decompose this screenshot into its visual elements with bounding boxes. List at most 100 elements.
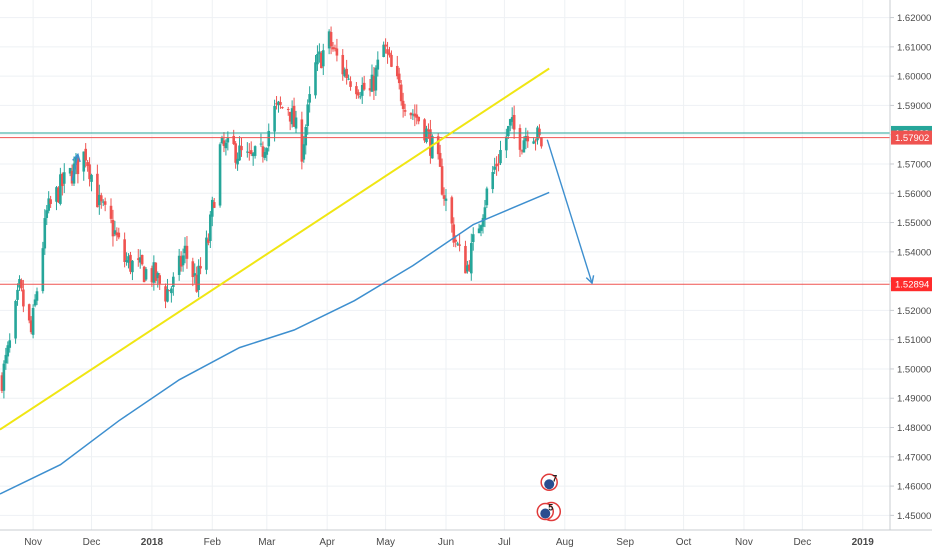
candle[interactable] <box>90 173 93 192</box>
candle[interactable] <box>510 107 514 129</box>
candle[interactable] <box>150 265 154 287</box>
candle[interactable] <box>477 223 481 234</box>
candle[interactable] <box>43 209 47 255</box>
candle[interactable] <box>181 248 185 272</box>
candle[interactable] <box>386 41 389 64</box>
candle[interactable] <box>170 286 173 303</box>
candle[interactable] <box>261 141 265 163</box>
candle[interactable] <box>275 95 278 110</box>
candle[interactable] <box>360 77 364 104</box>
candle[interactable] <box>345 59 348 85</box>
trend-line[interactable] <box>0 67 550 431</box>
candle[interactable] <box>495 156 498 176</box>
candle[interactable] <box>234 141 237 169</box>
candle[interactable] <box>247 143 251 161</box>
candle[interactable] <box>70 164 74 186</box>
candle[interactable] <box>103 197 107 212</box>
candle[interactable] <box>191 257 195 287</box>
candle[interactable] <box>538 124 541 139</box>
candle[interactable] <box>483 199 487 228</box>
candle[interactable] <box>321 43 325 76</box>
candle[interactable] <box>427 123 430 139</box>
price-level-badge[interactable] <box>891 277 932 292</box>
candle[interactable] <box>164 283 167 309</box>
candle[interactable] <box>372 67 376 100</box>
candle[interactable] <box>22 279 25 313</box>
candle[interactable] <box>429 119 432 164</box>
candle[interactable] <box>127 253 130 269</box>
candle[interactable] <box>374 65 378 96</box>
candle[interactable] <box>333 44 337 52</box>
candle[interactable] <box>240 137 243 157</box>
candle[interactable] <box>388 46 391 58</box>
candlestick-series[interactable] <box>0 26 543 399</box>
candle[interactable] <box>286 106 290 116</box>
candle[interactable] <box>0 372 4 394</box>
candle[interactable] <box>456 241 459 246</box>
candle[interactable] <box>16 283 19 306</box>
candle[interactable] <box>224 139 228 156</box>
candle[interactable] <box>209 211 212 248</box>
candle[interactable] <box>304 124 308 155</box>
candle[interactable] <box>273 99 276 142</box>
candle[interactable] <box>197 259 200 298</box>
candle[interactable] <box>144 267 148 281</box>
candle[interactable] <box>415 104 419 125</box>
candle[interactable] <box>41 241 45 294</box>
candle[interactable] <box>520 149 524 155</box>
candle[interactable] <box>115 227 119 242</box>
candle[interactable] <box>355 81 358 99</box>
candle[interactable] <box>20 278 23 292</box>
candle[interactable] <box>49 195 52 208</box>
candle[interactable] <box>316 45 319 72</box>
candle[interactable] <box>512 105 516 139</box>
candle[interactable] <box>263 147 267 161</box>
candle[interactable] <box>253 145 257 159</box>
candle[interactable] <box>479 224 483 237</box>
candle[interactable] <box>109 198 113 224</box>
candle[interactable] <box>138 249 142 269</box>
candle[interactable] <box>18 275 21 291</box>
event-marker[interactable]: 5 <box>536 501 562 522</box>
candle[interactable] <box>76 156 80 184</box>
candle[interactable] <box>142 265 146 283</box>
candle[interactable] <box>425 125 428 144</box>
candle[interactable] <box>390 50 393 68</box>
candle[interactable] <box>195 266 198 293</box>
candle[interactable] <box>536 125 539 145</box>
candle[interactable] <box>466 260 469 274</box>
candle[interactable] <box>411 109 415 121</box>
candle[interactable] <box>409 112 413 120</box>
candle[interactable] <box>156 271 160 288</box>
candle[interactable] <box>6 341 10 364</box>
candle[interactable] <box>205 230 208 275</box>
candle[interactable] <box>222 132 226 153</box>
candle[interactable] <box>464 240 467 274</box>
candle[interactable] <box>357 89 360 99</box>
candle[interactable] <box>362 75 366 91</box>
candle[interactable] <box>158 273 161 290</box>
candle[interactable] <box>218 142 222 208</box>
candle[interactable] <box>35 287 39 306</box>
candle[interactable] <box>131 260 134 281</box>
candle[interactable] <box>403 103 407 117</box>
candle[interactable] <box>452 217 456 247</box>
candle[interactable] <box>306 99 310 135</box>
candle[interactable] <box>8 333 12 353</box>
candle[interactable] <box>111 209 115 247</box>
candle[interactable] <box>532 137 535 145</box>
candle[interactable] <box>82 151 86 181</box>
moving-average[interactable] <box>0 191 550 495</box>
event-markers[interactable]: 75 <box>536 473 562 522</box>
candle[interactable] <box>129 251 132 275</box>
candle[interactable] <box>397 67 401 90</box>
candle[interactable] <box>251 152 255 166</box>
candle[interactable] <box>265 147 269 162</box>
candle[interactable] <box>302 135 306 163</box>
candle[interactable] <box>179 251 183 272</box>
candle[interactable] <box>2 360 6 399</box>
candle[interactable] <box>444 189 448 212</box>
candle[interactable] <box>341 49 345 81</box>
candle[interactable] <box>47 191 50 214</box>
